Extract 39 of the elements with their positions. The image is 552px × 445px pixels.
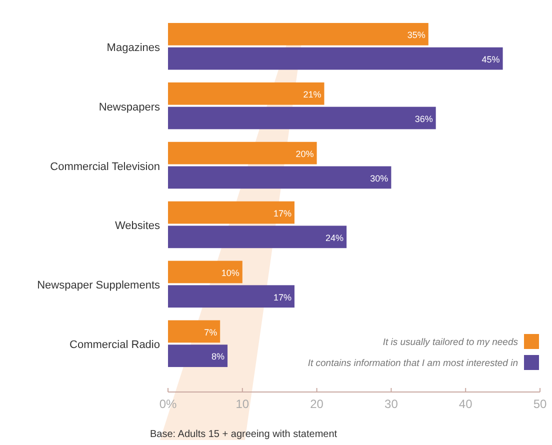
x-tick-label: 40: [458, 397, 473, 411]
data-label: 7%: [204, 327, 218, 338]
x-tick-label: 10: [236, 397, 250, 411]
bar: [168, 142, 317, 164]
bar: [168, 47, 503, 70]
x-tick-label: 30: [384, 397, 398, 411]
bar: [168, 285, 294, 308]
y-tick-label: Commercial Television: [50, 160, 160, 173]
bar: [168, 260, 242, 284]
data-label: 21%: [303, 90, 322, 100]
x-tick-label: 0%: [159, 397, 177, 411]
y-tick-label: Websites: [114, 220, 160, 232]
data-label: 17%: [273, 208, 292, 218]
y-tick-label: Commercial Radio: [70, 339, 160, 352]
data-label: 8%: [212, 352, 225, 362]
bar: [168, 106, 436, 130]
data-label: 10%: [221, 268, 240, 278]
bar: [168, 166, 392, 189]
bar: [168, 201, 294, 224]
y-tick-label: Newspapers: [98, 101, 160, 114]
bar: [168, 226, 347, 248]
data-label: 30%: [370, 173, 388, 184]
data-label: 20%: [296, 148, 314, 159]
y-tick-label: Magazines: [106, 42, 160, 54]
y-tick-label: Newspaper Supplements: [37, 280, 160, 292]
data-label: 17%: [273, 292, 292, 302]
x-tick-label: 20: [310, 397, 324, 411]
legend-label: It is usually tailored to my needs: [382, 337, 518, 348]
text: Base: Adults 15 + agreeing with statement: [150, 429, 338, 440]
bar: [168, 344, 228, 368]
bar: [168, 82, 324, 105]
data-label: 24%: [326, 232, 344, 243]
x-tick-label: 50: [533, 397, 547, 411]
data-label: 35%: [407, 30, 426, 40]
bar: [168, 22, 428, 46]
bar: [168, 320, 220, 343]
legend-label: It contains information that I am most interested in: [308, 358, 518, 370]
data-label: 45%: [482, 54, 500, 64]
data-label: 36%: [414, 114, 433, 124]
